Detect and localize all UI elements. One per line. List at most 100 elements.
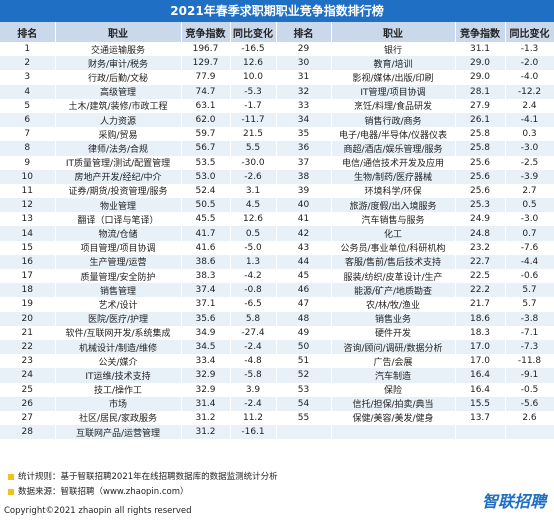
change-cell: -2.6 <box>230 169 277 184</box>
rank-cell: 15 <box>0 240 56 255</box>
index-cell: 28.1 <box>455 84 506 99</box>
change-cell: 1.3 <box>230 254 277 269</box>
change-cell: -27.4 <box>230 325 277 340</box>
rank-cell: 11 <box>0 183 56 199</box>
index-cell: 52.4 <box>181 183 231 199</box>
change-cell: -1.3 <box>505 42 554 57</box>
occupation-cell: 公关/媒介 <box>55 354 182 369</box>
table-row: 13 翻译（口译与笔译） 45.5 12.6 41 汽车销售与服务 24.9 -3.0 <box>0 212 554 227</box>
rank-cell: 46 <box>276 283 332 298</box>
index-cell: 35.6 <box>181 311 231 326</box>
index-cell: 23.2 <box>455 240 506 255</box>
header-cell: 同比变化 <box>505 22 554 42</box>
change-cell: 2.7 <box>505 183 554 199</box>
index-cell: 17.0 <box>455 339 506 355</box>
index-cell: 63.1 <box>181 98 231 113</box>
table-row: 12 物业管理 50.5 4.5 40 旅游/度假/出入境服务 25.3 0.5 <box>0 198 554 213</box>
change-cell: -11.8 <box>505 354 554 369</box>
table-row: 6 人力资源 62.0 -11.7 34 销售行政/商务 26.1 -4.1 <box>0 112 554 128</box>
occupation-cell: 信托/担保/拍卖/典当 <box>331 396 456 411</box>
occupation-cell: 公务员/事业单位/科研机构 <box>331 240 456 255</box>
rank-cell: 22 <box>0 339 56 355</box>
occupation-cell: 客服/售前/售后技术支持 <box>331 254 456 269</box>
change-cell: -6.5 <box>230 297 277 312</box>
change-cell: 0.5 <box>230 226 277 241</box>
occupation-cell: 化工 <box>331 226 456 241</box>
footer: 统计规则：基于智联招聘2021年在线招聘数据库的数据监测统计分析 数据来源：智联… <box>0 466 554 528</box>
table-row: 26 市场 31.4 -2.4 54 信托/担保/拍卖/典当 15.5 -5.6 <box>0 396 554 411</box>
change-cell: 11.2 <box>230 410 277 426</box>
rank-cell: 32 <box>276 84 332 99</box>
occupation-cell: 农/林/牧/渔业 <box>331 297 456 312</box>
table-row: 3 行政/后勤/文秘 77.9 10.0 31 影视/媒体/出版/印刷 29.0 -4.0 <box>0 70 554 85</box>
index-cell: 74.7 <box>181 84 231 99</box>
table-row: 7 采购/贸易 59.7 21.5 35 电子/电器/半导体/仪器仪表 25.8 0.3 <box>0 127 554 142</box>
table-row: 11 证券/期货/投资管理/服务 52.4 3.1 39 环境科学/环保 25.6 2.7 <box>0 183 554 199</box>
index-cell: 22.5 <box>455 269 506 284</box>
index-cell: 34.9 <box>181 325 231 340</box>
index-cell: 31.2 <box>181 425 231 440</box>
index-cell: 77.9 <box>181 70 231 85</box>
change-cell: 3.1 <box>230 183 277 199</box>
index-cell: 31.1 <box>455 42 506 57</box>
change-cell: -4.1 <box>505 112 554 128</box>
occupation-cell: 医院/医疗/护理 <box>55 311 182 326</box>
rank-cell: 33 <box>276 98 332 113</box>
change-cell: -2.5 <box>505 155 554 170</box>
change-cell: -1.7 <box>230 98 277 113</box>
index-cell: 18.3 <box>455 325 506 340</box>
rank-cell: 25 <box>0 382 56 397</box>
index-cell: 37.4 <box>181 283 231 298</box>
change-cell: 5.7 <box>505 297 554 312</box>
header-cell: 职业 <box>331 22 456 42</box>
ranking-table: 排名 职业 竞争指数 同比变化 排名 职业 竞争指数 同比变化 1 交通运输服务 196.7 -16… <box>0 22 554 440</box>
header-row: 排名 职业 竞争指数 同比变化 排名 职业 竞争指数 同比变化 <box>0 22 554 42</box>
rank-cell: 42 <box>276 226 332 241</box>
table-row: 23 公关/媒介 33.4 -4.8 51 广告/会展 17.0 -11.8 <box>0 354 554 369</box>
rank-cell: 1 <box>0 42 56 57</box>
index-cell: 25.8 <box>455 127 506 142</box>
index-cell: 31.2 <box>181 410 231 426</box>
table-row: 25 技工/操作工 32.9 3.9 53 保险 16.4 -0.5 <box>0 382 554 397</box>
empty-cell <box>455 425 506 440</box>
index-cell: 38.3 <box>181 269 231 284</box>
occupation-cell: 能源/矿产/地质勘查 <box>331 283 456 298</box>
change-cell: 5.8 <box>230 311 277 326</box>
empty-cell <box>276 425 332 440</box>
occupation-cell: 教育/培训 <box>331 56 456 71</box>
rank-cell: 39 <box>276 183 332 199</box>
occupation-cell: 房地产开发/经纪/中介 <box>55 169 182 184</box>
rank-cell: 34 <box>276 112 332 128</box>
index-cell: 15.5 <box>455 396 506 411</box>
rank-cell: 48 <box>276 311 332 326</box>
change-cell: 12.6 <box>230 212 277 227</box>
index-cell: 29.0 <box>455 56 506 71</box>
rank-cell: 18 <box>0 283 56 298</box>
rule-text: 统计规则：基于智联招聘2021年在线招聘数据库的数据监测统计分析 <box>18 472 278 482</box>
change-cell: 2.4 <box>505 98 554 113</box>
rank-cell: 40 <box>276 198 332 213</box>
occupation-cell: 行政/后勤/文秘 <box>55 70 182 85</box>
occupation-cell: 采购/贸易 <box>55 127 182 142</box>
change-cell: 10.0 <box>230 70 277 85</box>
table-row: 20 医院/医疗/护理 35.6 5.8 48 销售业务 18.6 -3.8 <box>0 311 554 326</box>
index-cell: 45.5 <box>181 212 231 227</box>
rank-cell: 55 <box>276 410 332 426</box>
index-cell: 33.4 <box>181 354 231 369</box>
index-cell: 38.6 <box>181 254 231 269</box>
occupation-cell: 机械设计/制造/维修 <box>55 339 182 355</box>
change-cell: 0.5 <box>505 198 554 213</box>
bullet <box>8 474 14 480</box>
rank-cell: 51 <box>276 354 332 369</box>
table-row: 21 软件/互联网开发/系统集成 34.9 -27.4 49 硬件开发 18.3 -7.1 <box>0 325 554 340</box>
table-row: 27 社区/居民/家政服务 31.2 11.2 55 保健/美容/美发/健身 13.7 2.6 <box>0 410 554 426</box>
change-cell: -4.2 <box>230 269 277 284</box>
rank-cell: 9 <box>0 155 56 170</box>
rank-cell: 29 <box>276 42 332 57</box>
change-cell: -5.0 <box>230 240 277 255</box>
occupation-cell: 土木/建筑/装修/市政工程 <box>55 98 182 113</box>
table-row: 4 高级管理 74.7 -5.3 32 IT管理/项目协调 28.1 -12.2 <box>0 84 554 99</box>
index-cell: 25.8 <box>455 141 506 156</box>
rank-cell: 36 <box>276 141 332 156</box>
